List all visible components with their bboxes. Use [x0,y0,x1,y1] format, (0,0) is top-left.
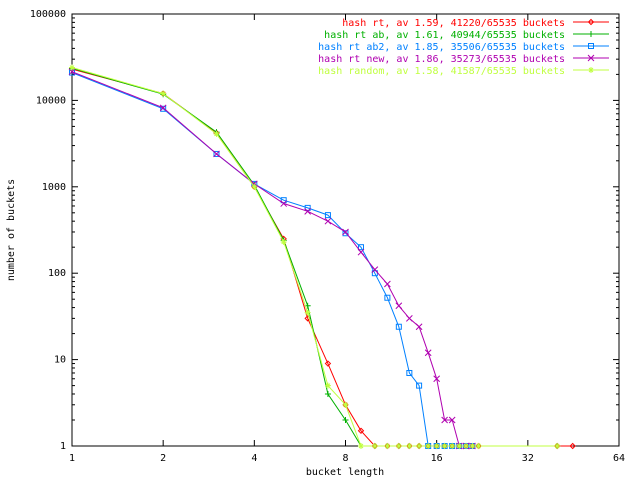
data-point [324,212,331,219]
data-point [324,217,332,225]
data-point [456,443,463,449]
data-point [433,443,440,449]
x-tick-label: 64 [613,453,625,464]
data-point [406,369,413,376]
data-point [213,150,220,158]
data-point [371,443,378,449]
data-point [416,382,423,389]
y-tick-label: 10 [54,355,66,366]
x-tick-label: 4 [251,453,257,464]
data-point [395,302,403,310]
data-point [424,349,432,357]
data-point [160,90,167,97]
x-tick-label: 8 [342,453,348,464]
data-point [475,443,482,449]
data-point [357,244,364,251]
data-point [425,443,432,449]
data-point [371,266,379,273]
data-point [415,323,423,331]
data-point [569,442,576,450]
data-point [324,382,331,389]
data-point [406,315,413,322]
x-tick-label: 2 [160,453,166,464]
x-axis-label: bucket length [306,467,384,478]
series-line [71,72,473,447]
data-point [280,197,287,204]
data-point [588,43,594,49]
legend-label: hash rt ab, av 1.61, 40944/65535 buckets [324,30,565,41]
data-point [449,443,456,449]
data-point [304,204,311,211]
data-point [251,183,258,190]
data-point [463,443,470,449]
data-point [304,309,311,316]
legend: hash rt, av 1.59, 41220/65535 bucketshas… [318,18,609,77]
plot-frame [71,13,620,447]
y-tick-label: 100 [48,268,66,279]
x-tick-label: 16 [431,453,443,464]
series [68,68,476,450]
data-point [324,360,332,367]
series-line [71,67,558,447]
data-point [280,200,288,207]
data-point [448,416,456,424]
data-point [554,443,561,449]
data-point [588,67,594,73]
data-point [159,104,167,112]
data-point [406,443,413,449]
x-axis: 1 2 4 8 16 32 64 [69,14,625,464]
legend-label: hash rt, av 1.59, 41220/65535 buckets [342,18,565,29]
data-point [433,375,441,383]
y-tick-label: 100000 [30,9,66,20]
data-point [342,401,349,408]
data-point [357,248,365,256]
legend-label: hash rt new, av 1.86, 35273/65535 bucket… [318,54,565,65]
series-layer [68,64,576,450]
data-point [587,18,595,26]
data-point [469,443,476,449]
series [68,65,576,450]
data-point [213,150,220,157]
data-point [395,323,402,330]
data-point [213,130,220,137]
series [69,65,561,449]
series-line [71,71,473,447]
data-point [324,390,331,397]
y-axis-label: number of buckets [6,179,17,281]
x-tick-label: 32 [522,453,534,464]
data-point [280,238,287,245]
data-point [384,443,391,449]
series [69,69,476,449]
series-line [71,67,558,447]
data-point [68,68,76,76]
data-point [160,105,167,112]
data-point [416,443,423,449]
data-point [441,416,448,424]
y-tick-label: 1 [60,441,66,452]
data-point [342,228,349,236]
data-point [357,427,365,434]
data-point [69,64,75,71]
legend-label: hash rt ab2, av 1.85, 35506/65535 bucket… [318,42,565,53]
series-line [71,68,573,447]
data-point [587,54,595,62]
y-tick-label: 10000 [36,95,66,106]
data-point [395,443,402,449]
legend-label: hash random, av 1.58, 41587/65535 bucket… [318,66,565,77]
data-point [588,31,594,37]
y-tick-label: 1000 [42,182,66,193]
data-point [342,230,349,237]
x-tick-label: 1 [69,453,75,464]
series [69,64,561,449]
data-point [342,416,349,423]
data-point [441,443,448,449]
data-point [304,207,312,215]
data-point [384,294,391,301]
y-axis: 1 10 100 1000 10000 100000 [30,9,619,452]
data-point [384,280,391,288]
data-point [357,443,364,449]
